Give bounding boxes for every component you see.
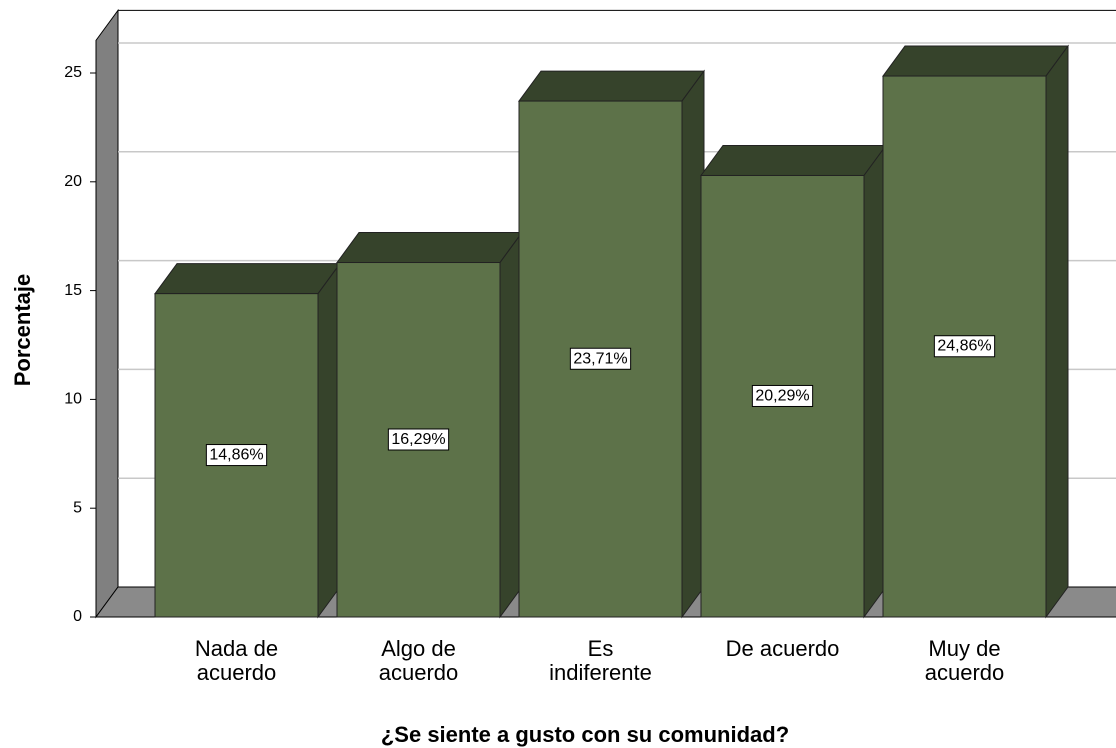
value-label: 24,86% <box>937 338 991 355</box>
y-tick-label: 25 <box>64 64 82 81</box>
value-label: 20,29% <box>755 387 809 404</box>
x-tick-label: Algo de acuerdo <box>378 636 459 685</box>
bar-top <box>700 144 887 176</box>
y-tick-label: 0 <box>73 608 82 625</box>
y-tick-label: 10 <box>64 391 82 408</box>
y-tick-label: 5 <box>73 499 82 516</box>
x-axis-label: ¿Se siente a gusto con su comunidad? <box>380 722 790 747</box>
bar-top <box>882 45 1069 77</box>
y-tick-label: 15 <box>64 282 82 299</box>
bar-top <box>518 70 705 102</box>
bar-top <box>336 232 523 264</box>
value-label-box <box>933 335 996 358</box>
y-tick-label: 20 <box>64 173 82 190</box>
value-label: 14,86% <box>209 447 263 464</box>
x-tick-label: Nada de acuerdo <box>194 636 279 685</box>
x-tick-label: Es indiferente <box>549 636 652 685</box>
left-wall <box>95 8 119 619</box>
x-tick-label: Muy de acuerdo <box>924 636 1005 685</box>
value-label-box <box>387 428 450 451</box>
value-label-box <box>569 347 632 370</box>
value-label-box <box>751 384 814 407</box>
bar-side <box>1045 44 1069 619</box>
bar-top <box>154 263 341 295</box>
x-tick-label: De acuerdo <box>725 636 840 661</box>
value-label: 16,29% <box>391 431 445 448</box>
y-axis-label: Porcentaje <box>10 274 35 387</box>
value-label: 23,71% <box>573 350 627 367</box>
value-label-box <box>205 444 268 467</box>
